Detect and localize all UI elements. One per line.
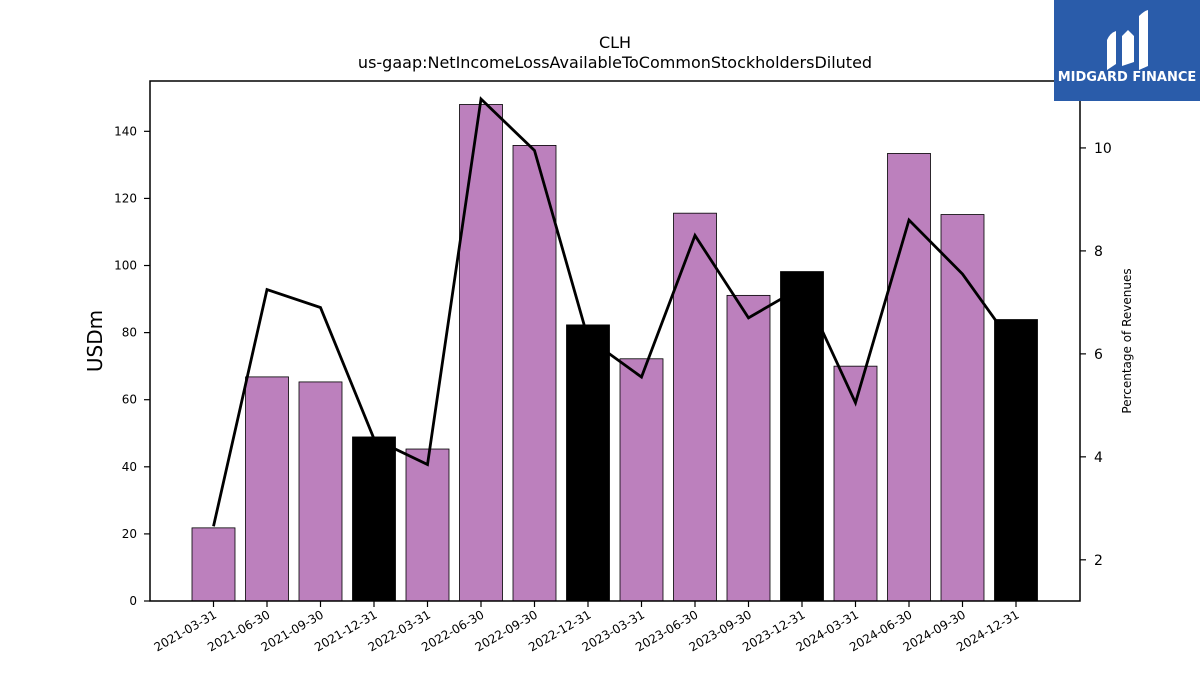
right-tick-label: 8 (1094, 244, 1103, 260)
left-axis: 0 20 40 60 80 100 120 140 (114, 124, 150, 608)
chart-title: CLH (599, 33, 631, 52)
right-tick-label: 6 (1094, 347, 1103, 363)
bar-2021-06-30 (245, 376, 289, 602)
y-tick-label: 140 (114, 124, 137, 138)
right-axis: 2 4 6 8 10 (1080, 141, 1112, 569)
bar-2022-03-31 (405, 448, 450, 602)
x-axis: 2021-03-312021-06-302021-09-302021-12-31… (152, 601, 1022, 654)
bar-2024-09-30 (940, 214, 985, 602)
right-tick-label: 2 (1094, 553, 1103, 569)
y-tick-label: 0 (129, 594, 137, 608)
logo-mark-icon (1107, 10, 1148, 70)
bar-2024-12-31 (994, 319, 1038, 602)
bar-2022-06-30 (459, 104, 503, 602)
bars-layer (191, 104, 1038, 602)
bar-2023-03-31 (619, 358, 664, 602)
bar-2022-12-31 (566, 324, 610, 602)
logo-text: MIDGARD FINANCE (1058, 70, 1197, 85)
y-tick-label: 100 (114, 259, 137, 273)
bar-2021-12-31 (352, 436, 396, 602)
right-tick-label: 10 (1094, 141, 1112, 157)
bar-2021-09-30 (298, 381, 343, 602)
y-tick-label: 40 (122, 460, 137, 474)
y-tick-label: 60 (122, 393, 137, 407)
bar-2023-12-31 (780, 271, 824, 602)
y-tick-label: 80 (122, 326, 137, 340)
midgard-finance-logo: MIDGARD FINANCE (1054, 0, 1200, 101)
right-axis-label: Percentage of Revenues (1120, 268, 1134, 413)
y-axis-label: USDm (83, 310, 107, 372)
bar-2024-06-30 (887, 153, 931, 602)
bar-2023-06-30 (673, 212, 717, 602)
bar-2022-09-30 (512, 145, 557, 602)
percentage-line (212, 96, 1018, 527)
line-layer (212, 96, 1018, 527)
y-tick-label: 20 (122, 527, 137, 541)
bar-2023-09-30 (726, 294, 771, 602)
bar-2021-03-31 (191, 527, 236, 602)
chart-subtitle: us-gaap:NetIncomeLossAvailableToCommonSt… (358, 53, 872, 72)
plot-frame (149, 80, 1081, 602)
right-tick-label: 4 (1094, 450, 1103, 466)
y-tick-label: 120 (114, 191, 137, 205)
